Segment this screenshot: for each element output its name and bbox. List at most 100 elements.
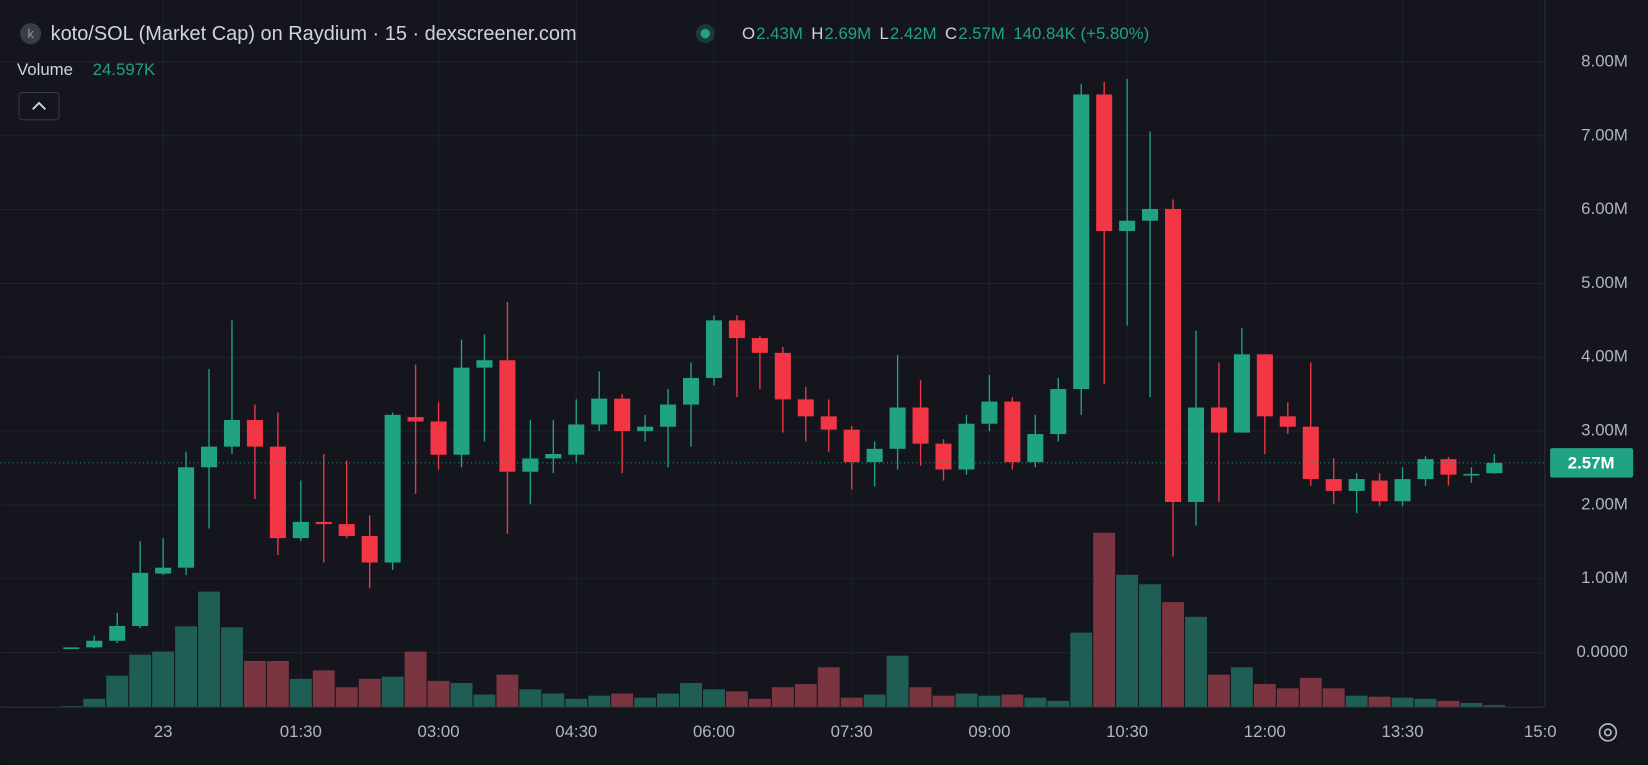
candle-body bbox=[315, 521, 332, 525]
ohlc-legend: O 2.43M H 2.69M L 2.42M C 2.57M 140.84K (+5.80%) bbox=[742, 24, 1149, 43]
x-tick-label: 10:30 bbox=[1106, 722, 1148, 741]
legend-key: H bbox=[811, 24, 823, 43]
x-tick-label: 01:30 bbox=[280, 722, 322, 741]
volume-bar bbox=[289, 678, 312, 708]
candle-body bbox=[1027, 434, 1044, 463]
legend-value: 2.42M bbox=[890, 24, 937, 43]
volume-title: Volume bbox=[17, 60, 73, 79]
y-tick-label: 8.00M bbox=[1581, 51, 1628, 70]
legend-key: C bbox=[945, 24, 957, 43]
x-tick-label: 12:00 bbox=[1244, 722, 1286, 741]
last-price-tag bbox=[1550, 448, 1634, 478]
volume-bar bbox=[358, 678, 381, 708]
candle-body bbox=[1417, 459, 1434, 480]
status-dot bbox=[700, 28, 710, 39]
candle-body bbox=[1325, 479, 1342, 491]
volume-bar bbox=[1299, 677, 1322, 708]
candle-body bbox=[522, 458, 539, 472]
volume-value: 24.597K bbox=[93, 60, 156, 79]
candle-body bbox=[292, 521, 309, 539]
volume-bar bbox=[1345, 695, 1368, 708]
candle-body bbox=[1302, 426, 1319, 480]
candle-body bbox=[1164, 208, 1182, 502]
candle-body bbox=[568, 424, 585, 455]
x-tick-label: 09:00 bbox=[968, 722, 1010, 741]
volume-pane bbox=[60, 532, 1506, 708]
candle-body bbox=[774, 352, 791, 400]
volume-bar bbox=[1276, 688, 1299, 708]
candle-body bbox=[1187, 407, 1205, 502]
candle-body bbox=[820, 416, 837, 430]
candle-body bbox=[1233, 354, 1250, 433]
settings-button[interactable] bbox=[1598, 723, 1618, 742]
candle-body bbox=[843, 429, 860, 463]
token-icon bbox=[20, 23, 42, 45]
candle-body bbox=[109, 626, 126, 641]
volume-bar bbox=[588, 695, 611, 708]
x-tick-label: 13:30 bbox=[1382, 722, 1424, 741]
volume-bar bbox=[611, 693, 634, 708]
candle-body bbox=[797, 399, 814, 417]
candle-body bbox=[889, 407, 906, 449]
volume-bar bbox=[794, 684, 817, 708]
volume-bar bbox=[1001, 694, 1024, 708]
candle-body bbox=[866, 448, 883, 463]
volume-bar bbox=[1047, 700, 1070, 708]
candle-body bbox=[1371, 480, 1388, 502]
candle-body bbox=[1394, 479, 1411, 502]
x-tick-label: 15:0 bbox=[1524, 722, 1557, 741]
candle-body bbox=[1050, 389, 1067, 435]
candle-body bbox=[132, 572, 149, 627]
axes: 0.0000 1.00M 2.00M 3.00M 4.00M 5.00M 6.00M 7.00… bbox=[0, 51, 1634, 741]
x-tick-label: 04:30 bbox=[555, 722, 597, 741]
x-tick-label: 03:00 bbox=[418, 722, 460, 741]
candle-body bbox=[1142, 208, 1159, 221]
volume-bar bbox=[404, 651, 427, 708]
candle-body bbox=[407, 417, 424, 422]
y-tick-label: 6.00M bbox=[1581, 199, 1628, 218]
volume-bar bbox=[1483, 705, 1506, 708]
volume-bar bbox=[1070, 632, 1093, 708]
volume-bar bbox=[886, 655, 909, 708]
candle-body bbox=[1004, 401, 1021, 463]
volume-bar bbox=[243, 660, 266, 708]
volume-bar bbox=[863, 694, 886, 708]
collapse-icon bbox=[32, 101, 47, 110]
candle-body bbox=[1210, 407, 1227, 433]
volume-bar bbox=[1322, 688, 1345, 708]
candle-body bbox=[1486, 462, 1503, 474]
candle-body bbox=[384, 414, 401, 563]
candle-body bbox=[682, 377, 700, 405]
candle-body bbox=[751, 338, 768, 353]
volume-bar bbox=[657, 693, 680, 708]
legend-value: 2.69M bbox=[824, 24, 871, 43]
volume-bar bbox=[771, 687, 794, 708]
volume-bar bbox=[335, 687, 358, 708]
candle-body bbox=[430, 421, 447, 455]
candles bbox=[63, 78, 1503, 649]
y-tick-label: 0.0000 bbox=[1577, 642, 1628, 661]
volume-bar bbox=[83, 698, 106, 708]
candle-body bbox=[200, 446, 218, 468]
settings-icon bbox=[1598, 723, 1618, 742]
x-tick-label: 06:00 bbox=[693, 722, 735, 741]
candle-body bbox=[1073, 94, 1090, 390]
volume-bar bbox=[542, 693, 565, 708]
candle-body bbox=[728, 320, 745, 339]
candle-body bbox=[958, 423, 975, 470]
candle-body bbox=[1348, 479, 1365, 491]
volume-bar bbox=[1116, 574, 1139, 708]
last-price-label: 2.57M bbox=[1568, 453, 1615, 472]
candle-body bbox=[86, 640, 103, 648]
volume-bar bbox=[473, 694, 496, 708]
volume-bar bbox=[1460, 703, 1483, 708]
legend-change: 140.84K (+5.80%) bbox=[1013, 24, 1149, 43]
volume-bar bbox=[1185, 616, 1207, 708]
candle-body bbox=[63, 647, 80, 649]
candle-body bbox=[476, 360, 493, 368]
candle-body bbox=[246, 420, 263, 447]
volume-bar bbox=[1368, 696, 1391, 708]
collapse-button[interactable] bbox=[18, 91, 60, 121]
